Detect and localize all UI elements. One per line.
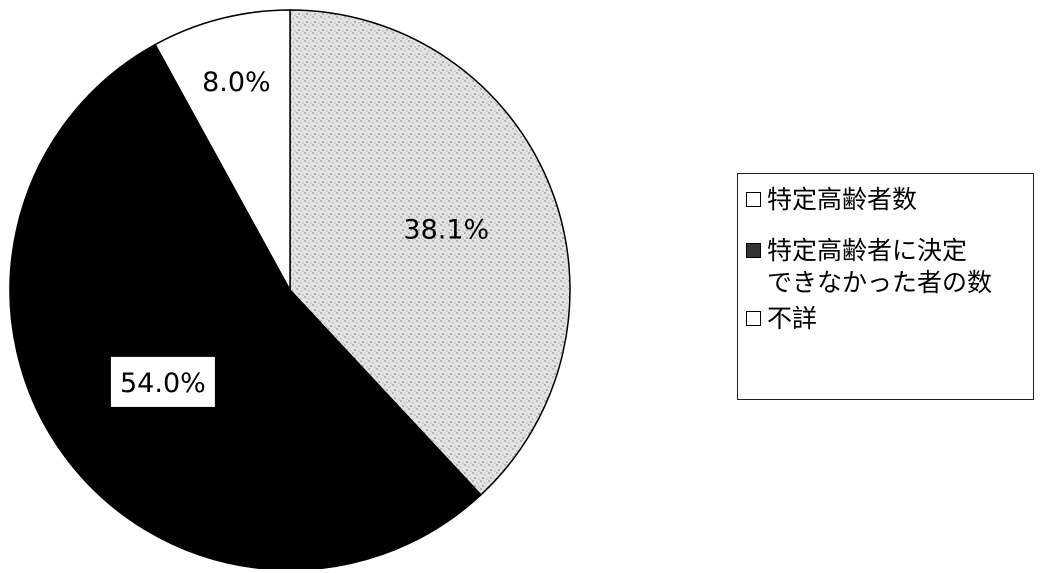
legend: 特定高齢者数 特定高齢者に決定 できなかった者の数 不詳 <box>737 173 1034 400</box>
data-label-box-undetermined <box>110 356 215 407</box>
legend-swatch-specified-elderly <box>746 192 761 207</box>
legend-swatch-unknown <box>746 311 761 326</box>
legend-label-unknown: 不詳 <box>767 304 818 333</box>
data-label-specified-elderly: 38.1% <box>403 215 489 246</box>
legend-label-undetermined: 特定高齢者に決定 できなかった者の数 <box>767 236 993 297</box>
pie-slice-undetermined <box>9 43 482 571</box>
legend-swatch-undetermined <box>746 243 761 258</box>
data-label-unknown: 8.0% <box>202 67 271 98</box>
legend-item-undetermined: 特定高齢者に決定 できなかった者の数 <box>746 235 1033 299</box>
pie-slice-specified-elderly <box>289 9 571 496</box>
pie-slice-unknown <box>154 9 291 291</box>
legend-item-unknown: 不詳 <box>746 303 1033 335</box>
legend-label-specified-elderly: 特定高齢者数 <box>767 185 918 214</box>
legend-item-specified-elderly: 特定高齢者数 <box>746 184 1033 216</box>
data-label-undetermined: 54.0% <box>120 368 206 399</box>
